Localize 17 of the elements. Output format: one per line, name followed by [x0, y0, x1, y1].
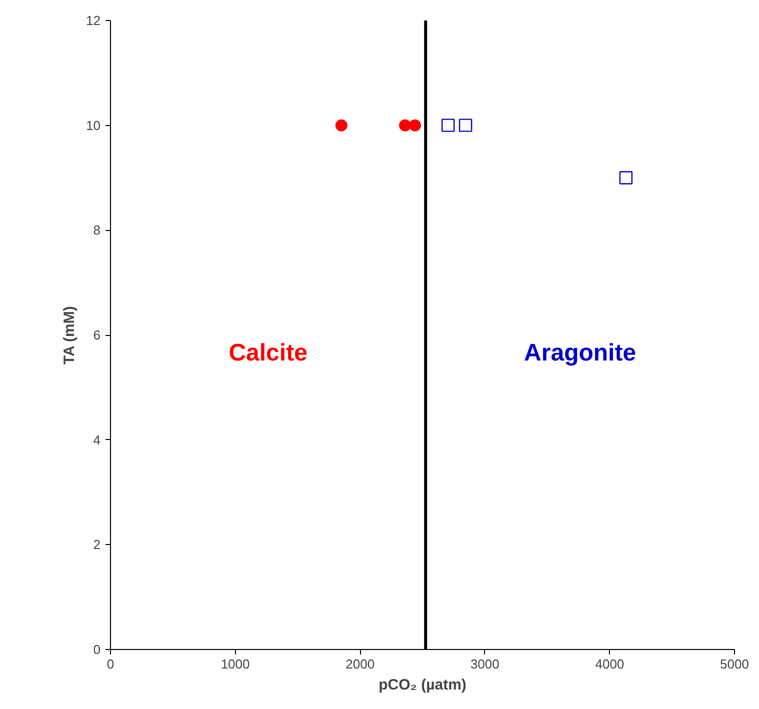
y-axis-title: TA (mM): [61, 306, 78, 364]
x-tick-label: 5000: [720, 656, 749, 672]
x-tick-label: 4000: [595, 656, 624, 672]
x-tick-label: 1000: [220, 656, 250, 672]
x-tick-label: 0: [106, 656, 114, 672]
y-tick-label: 0: [93, 642, 101, 657]
y-tick-label: 2: [93, 537, 101, 552]
y-tick-label: 8: [93, 222, 101, 238]
x-tick-label: 3000: [470, 656, 500, 672]
x-tick-label: 2000: [346, 656, 375, 672]
y-tick-label: 12: [86, 13, 101, 28]
annotation: Calcite: [228, 339, 308, 366]
y-tick-label: 10: [86, 118, 101, 133]
y-tick-label: 6: [93, 328, 101, 342]
y-tick-label: 4: [93, 432, 101, 448]
x-axis-title: pCO₂ (µatm): [378, 676, 466, 694]
annotation: Aragonite: [524, 339, 636, 366]
